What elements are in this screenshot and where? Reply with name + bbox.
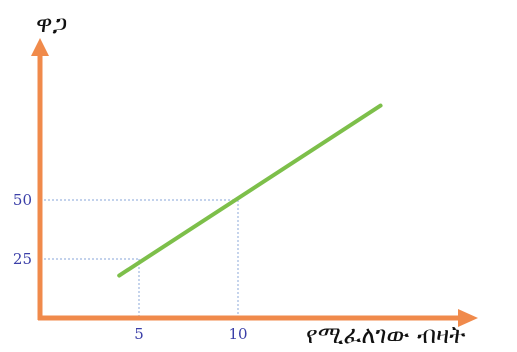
series-line-1 bbox=[117, 103, 383, 278]
y-tick-label-1: 25 bbox=[13, 250, 32, 268]
series-layer bbox=[117, 103, 383, 278]
axes bbox=[31, 38, 478, 327]
guide-lines bbox=[40, 199, 239, 318]
x-tick-label-1: 5 bbox=[134, 325, 144, 343]
tick-labels: 5 10 25 50 bbox=[13, 191, 248, 343]
y-axis-arrowhead bbox=[31, 38, 49, 56]
x-tick-label-2: 10 bbox=[228, 325, 247, 343]
y-tick-label-2: 50 bbox=[13, 191, 32, 209]
x-axis-title: የሚፈለገው ብዛት bbox=[306, 321, 465, 349]
x-axis-arrowhead bbox=[458, 309, 478, 327]
y-axis-title: ዋጋ bbox=[36, 10, 67, 38]
